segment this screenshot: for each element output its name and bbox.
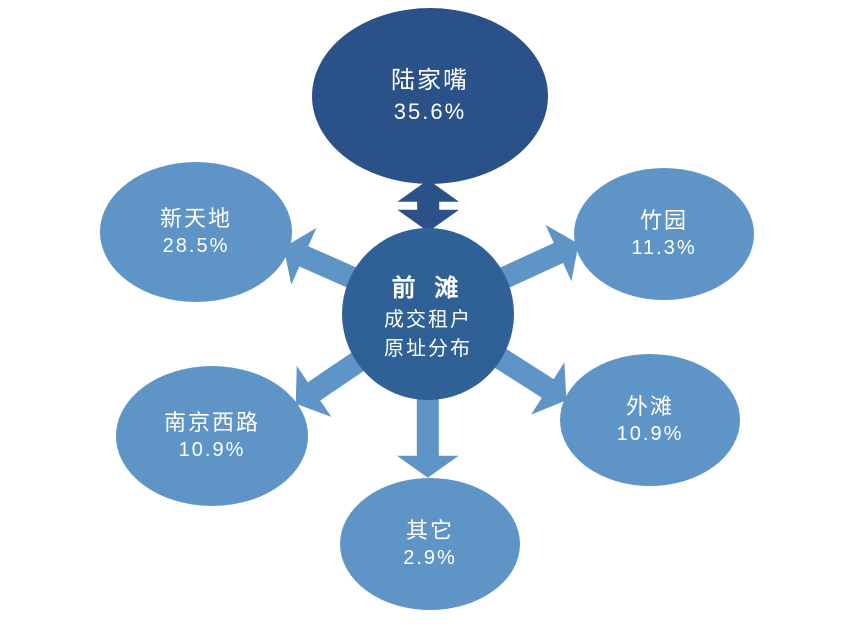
node-label: 外滩: [626, 392, 674, 422]
node-label: 其它: [406, 516, 454, 546]
center-title: 前 滩: [392, 268, 465, 303]
node-qita: 其它 2.9%: [340, 478, 520, 610]
node-lujiazui: 陆家嘴 35.6%: [312, 8, 548, 184]
node-value: 35.6%: [394, 97, 466, 127]
node-xintiandi: 新天地 28.5%: [100, 162, 292, 302]
center-sub-1: 成交租户: [384, 303, 472, 332]
node-value: 10.9%: [179, 437, 246, 464]
node-value: 11.3%: [631, 235, 696, 262]
node-value: 28.5%: [163, 233, 230, 260]
node-label: 南京西路: [164, 408, 260, 438]
node-label: 陆家嘴: [391, 65, 469, 97]
center-node: 前 滩 成交租户 原址分布: [342, 228, 514, 400]
node-waitan: 外滩 10.9%: [560, 354, 740, 486]
node-nanjingxi: 南京西路 10.9%: [116, 366, 308, 506]
arrow-qita: [395, 398, 461, 478]
node-zhuyuan: 竹园 11.3%: [574, 168, 754, 300]
node-value: 10.9%: [617, 421, 684, 448]
center-sub-2: 原址分布: [384, 332, 472, 361]
node-label: 新天地: [160, 204, 232, 234]
node-value: 2.9%: [403, 545, 457, 572]
arrow-lujiazui: [395, 180, 461, 232]
node-label: 竹园: [640, 206, 688, 236]
